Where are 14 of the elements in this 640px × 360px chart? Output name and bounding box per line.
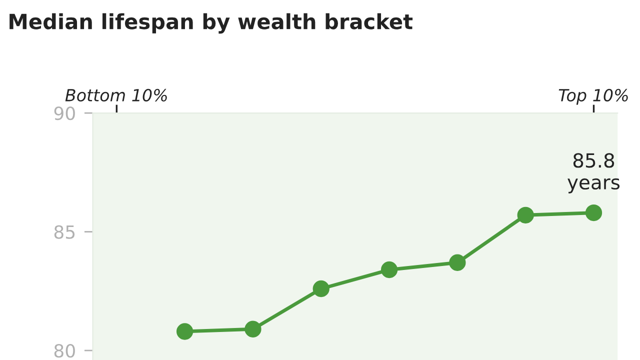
point — [449, 254, 466, 271]
point — [585, 204, 602, 222]
point — [312, 280, 330, 298]
point — [517, 206, 534, 224]
annotation: 85.8 years — [568, 153, 620, 194]
x-tick-label: Bottom 10% — [65, 88, 167, 102]
chart-title: Median lifespan by wealth bracket — [10, 13, 413, 34]
y-tick-label: 85 — [54, 225, 75, 239]
y-tick-label: 90 — [54, 106, 75, 120]
y-tick-label: 80 — [54, 344, 75, 358]
point — [380, 261, 398, 278]
point — [176, 323, 194, 340]
point — [244, 320, 262, 338]
x-tick-label: Top 10% — [558, 88, 628, 105]
